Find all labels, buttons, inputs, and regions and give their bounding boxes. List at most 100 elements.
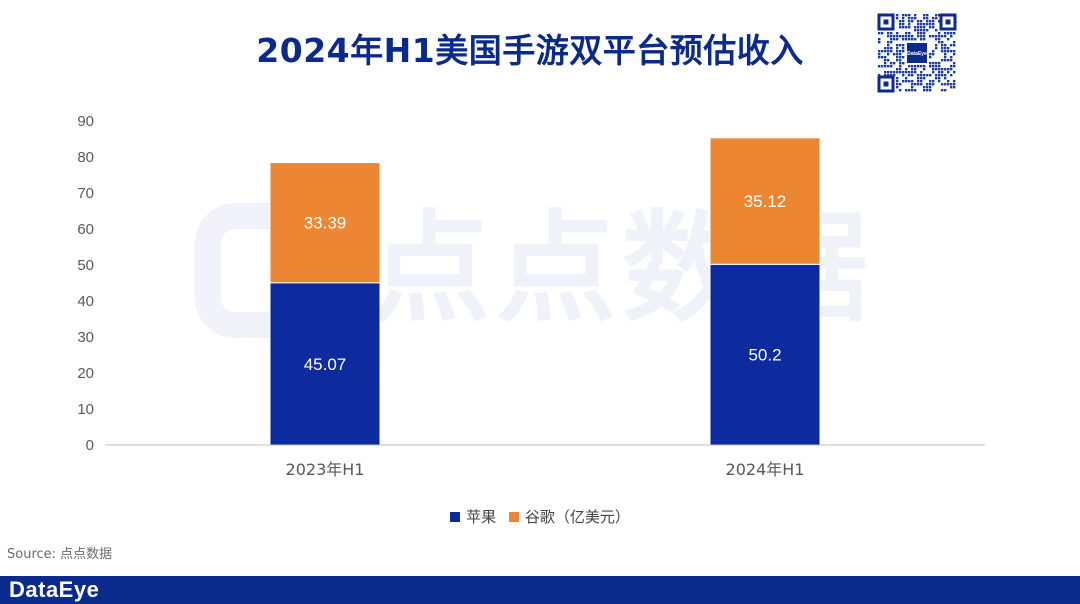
qr-module (917, 23, 920, 26)
qr-module (887, 53, 890, 56)
qr-module (890, 50, 893, 53)
y-tick-label: 10 (77, 401, 94, 418)
qr-module (935, 47, 938, 50)
qr-module (896, 32, 899, 35)
qr-module (917, 65, 920, 68)
qr-module (935, 29, 938, 32)
qr-module (878, 32, 881, 35)
qr-module (947, 50, 950, 53)
qr-module (908, 35, 911, 38)
qr-module (896, 38, 899, 41)
qr-module (935, 14, 938, 17)
qr-module (923, 32, 926, 35)
qr-module (923, 26, 926, 29)
data-label: 35.12 (744, 192, 787, 211)
y-axis: 0 10 20 30 40 50 60 70 80 90 (77, 113, 94, 454)
qr-module (896, 86, 899, 89)
qr-module (941, 83, 944, 86)
qr-module (926, 14, 929, 17)
qr-module (905, 71, 908, 74)
qr-module (944, 59, 947, 62)
qr-module (902, 35, 905, 38)
qr-module (908, 20, 911, 23)
qr-module (920, 26, 923, 29)
qr-module (881, 32, 884, 35)
qr-module (932, 20, 935, 23)
footer-bar: DataEye (0, 576, 1080, 604)
qr-module (914, 71, 917, 74)
qr-module (908, 17, 911, 20)
qr-module (890, 62, 893, 65)
qr-module (929, 62, 932, 65)
qr-module (950, 86, 953, 89)
legend-item-google: 谷歌（亿美元） (508, 506, 630, 527)
legend: 苹果 谷歌（亿美元） (0, 506, 1080, 527)
qr-module (947, 38, 950, 41)
qr-module (923, 65, 926, 68)
qr-module (926, 89, 929, 92)
source-note: Source: 点点数据 (7, 547, 113, 562)
qr-module (950, 50, 953, 53)
qr-module (905, 68, 908, 71)
qr-module (917, 77, 920, 80)
qr-module (935, 65, 938, 68)
qr-module (914, 26, 917, 29)
qr-module (938, 38, 941, 41)
qr-module (926, 23, 929, 26)
qr-module (932, 53, 935, 56)
qr-module (953, 80, 956, 83)
qr-module (944, 74, 947, 77)
qr-module (932, 26, 935, 29)
qr-module (887, 47, 890, 50)
qr-module (944, 77, 947, 80)
qr-module (950, 56, 953, 59)
qr-module (935, 68, 938, 71)
qr-module (914, 17, 917, 20)
qr-module (938, 71, 941, 74)
y-tick-label: 70 (77, 185, 94, 202)
qr-module (947, 68, 950, 71)
qr-module (914, 89, 917, 92)
qr-module (938, 62, 941, 65)
qr-module (905, 26, 908, 29)
qr-module (899, 26, 902, 29)
qr-module (932, 68, 935, 71)
qr-module (941, 44, 944, 47)
qr-module (923, 89, 926, 92)
qr-module (935, 35, 938, 38)
qr-module (917, 74, 920, 77)
qr-module (953, 44, 956, 47)
qr-module (938, 77, 941, 80)
qr-module (914, 68, 917, 71)
qr-module (923, 14, 926, 17)
qr-module (929, 86, 932, 89)
qr-module (896, 68, 899, 71)
qr-module (905, 38, 908, 41)
legend-label-apple: 苹果 (466, 508, 497, 526)
qr-module (914, 29, 917, 32)
qr-module (941, 71, 944, 74)
qr-module (950, 74, 953, 77)
x-tick-label: 2024年H1 (726, 460, 805, 479)
qr-module (923, 23, 926, 26)
qr-module (911, 65, 914, 68)
qr-module (929, 35, 932, 38)
qr-module (878, 41, 881, 44)
qr-module (953, 32, 956, 35)
qr-module (899, 71, 902, 74)
bar-segment-google (709, 137, 821, 265)
qr-module (890, 65, 893, 68)
qr-module (914, 65, 917, 68)
qr-module (920, 20, 923, 23)
qr-module (887, 41, 890, 44)
qr-module (899, 23, 902, 26)
qr-module (938, 65, 941, 68)
qr-module (902, 80, 905, 83)
qr-module (938, 14, 941, 17)
qr-module (887, 71, 890, 74)
qr-module (881, 65, 884, 68)
qr-module (899, 62, 902, 65)
qr-module (944, 50, 947, 53)
qr-module (911, 38, 914, 41)
qr-module (896, 56, 899, 59)
